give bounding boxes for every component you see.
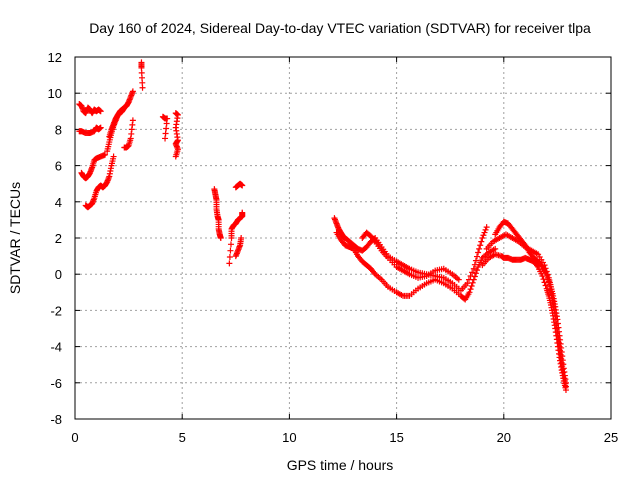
series-arc-d (82, 153, 117, 211)
data-point (474, 267, 480, 274)
data-point (227, 247, 234, 254)
series-arc-m (232, 235, 245, 260)
data-point (478, 238, 485, 245)
y-tick-label: -8 (50, 412, 62, 427)
y-tick-label: -2 (50, 303, 62, 318)
data-point (471, 273, 478, 280)
series-arc-i (159, 113, 171, 142)
data-point (464, 280, 471, 287)
data-point (139, 84, 146, 91)
data-point (227, 241, 234, 248)
data-point (226, 260, 233, 267)
data-point (226, 254, 233, 261)
data-point (475, 249, 482, 256)
data-point (468, 282, 475, 289)
y-tick-label: -6 (50, 376, 62, 391)
data-point (543, 268, 550, 275)
data-point (544, 271, 551, 278)
y-tick-label: 10 (48, 86, 62, 101)
data-point (470, 276, 477, 283)
series-arc-s (492, 218, 569, 390)
series-arc-c (78, 151, 109, 182)
series-arc-k (211, 186, 224, 241)
data-point (542, 282, 549, 289)
data-point (474, 253, 480, 260)
series-arc-a (76, 101, 104, 117)
data-point (562, 379, 569, 386)
data-point (455, 276, 462, 283)
data-point (479, 235, 486, 241)
data-point (483, 224, 490, 231)
data-point (239, 182, 246, 189)
data-point (481, 229, 488, 236)
data-point (472, 257, 479, 264)
y-tick-label: 8 (55, 122, 62, 137)
data-point (482, 226, 489, 233)
data-point (541, 262, 548, 269)
data-point (239, 209, 246, 216)
data-point (129, 88, 136, 95)
series-arc-f (106, 104, 128, 140)
data-point (162, 135, 169, 142)
y-tick-label: 6 (55, 159, 62, 174)
y-tick-label: -4 (50, 340, 62, 355)
data-point (371, 237, 378, 244)
data-point (480, 232, 487, 239)
x-tick-label: 25 (604, 430, 618, 445)
y-axis-title: SDTVAR / TECUs (7, 182, 23, 294)
series-arc-q (359, 229, 462, 283)
data-points (76, 59, 569, 394)
data-point (121, 104, 128, 111)
plot-frame (74, 56, 612, 420)
series-arc-r (479, 251, 569, 394)
data-point (541, 279, 548, 286)
data-point (217, 235, 224, 241)
series-arc-p (333, 229, 499, 303)
data-point (542, 265, 549, 272)
chart-title: Day 160 of 2024, Sidereal Day-to-day VTE… (89, 20, 591, 36)
data-point (472, 270, 479, 277)
data-point (238, 235, 245, 241)
data-point (110, 153, 117, 160)
data-point (97, 108, 104, 115)
data-point (469, 269, 476, 276)
data-point (172, 153, 179, 160)
tick-labels: 0 5 10 15 20 25 -8 -6 -4 -2 0 2 4 6 8 10 12 (48, 50, 619, 445)
x-tick-label: 20 (497, 430, 511, 445)
data-point (97, 124, 104, 131)
series-arc-b (76, 124, 104, 137)
data-point (477, 242, 484, 249)
x-tick-label: 0 (71, 430, 78, 445)
series-arc-n (232, 180, 246, 191)
x-tick-label: 10 (282, 430, 296, 445)
series-arc-h (138, 59, 146, 91)
series-arc-l (226, 209, 246, 267)
data-point (467, 286, 474, 293)
data-point (466, 289, 473, 296)
y-tick-label: 0 (55, 267, 62, 282)
data-point (476, 245, 483, 252)
y-tick-label: 2 (55, 231, 62, 246)
data-point (371, 269, 378, 276)
data-point (469, 279, 476, 286)
data-point (492, 245, 499, 252)
y-tick-label: 12 (48, 50, 62, 65)
x-tick-label: 5 (179, 430, 186, 445)
data-point (129, 117, 136, 124)
data-point (470, 265, 477, 272)
series-arc-g (121, 117, 136, 151)
data-point (102, 151, 109, 158)
series-arc-j (172, 110, 181, 160)
x-axis-title: GPS time / hours (287, 457, 394, 473)
series-arc-t (483, 231, 569, 386)
y-tick-label: 4 (55, 195, 62, 210)
x-tick-label: 15 (389, 430, 403, 445)
